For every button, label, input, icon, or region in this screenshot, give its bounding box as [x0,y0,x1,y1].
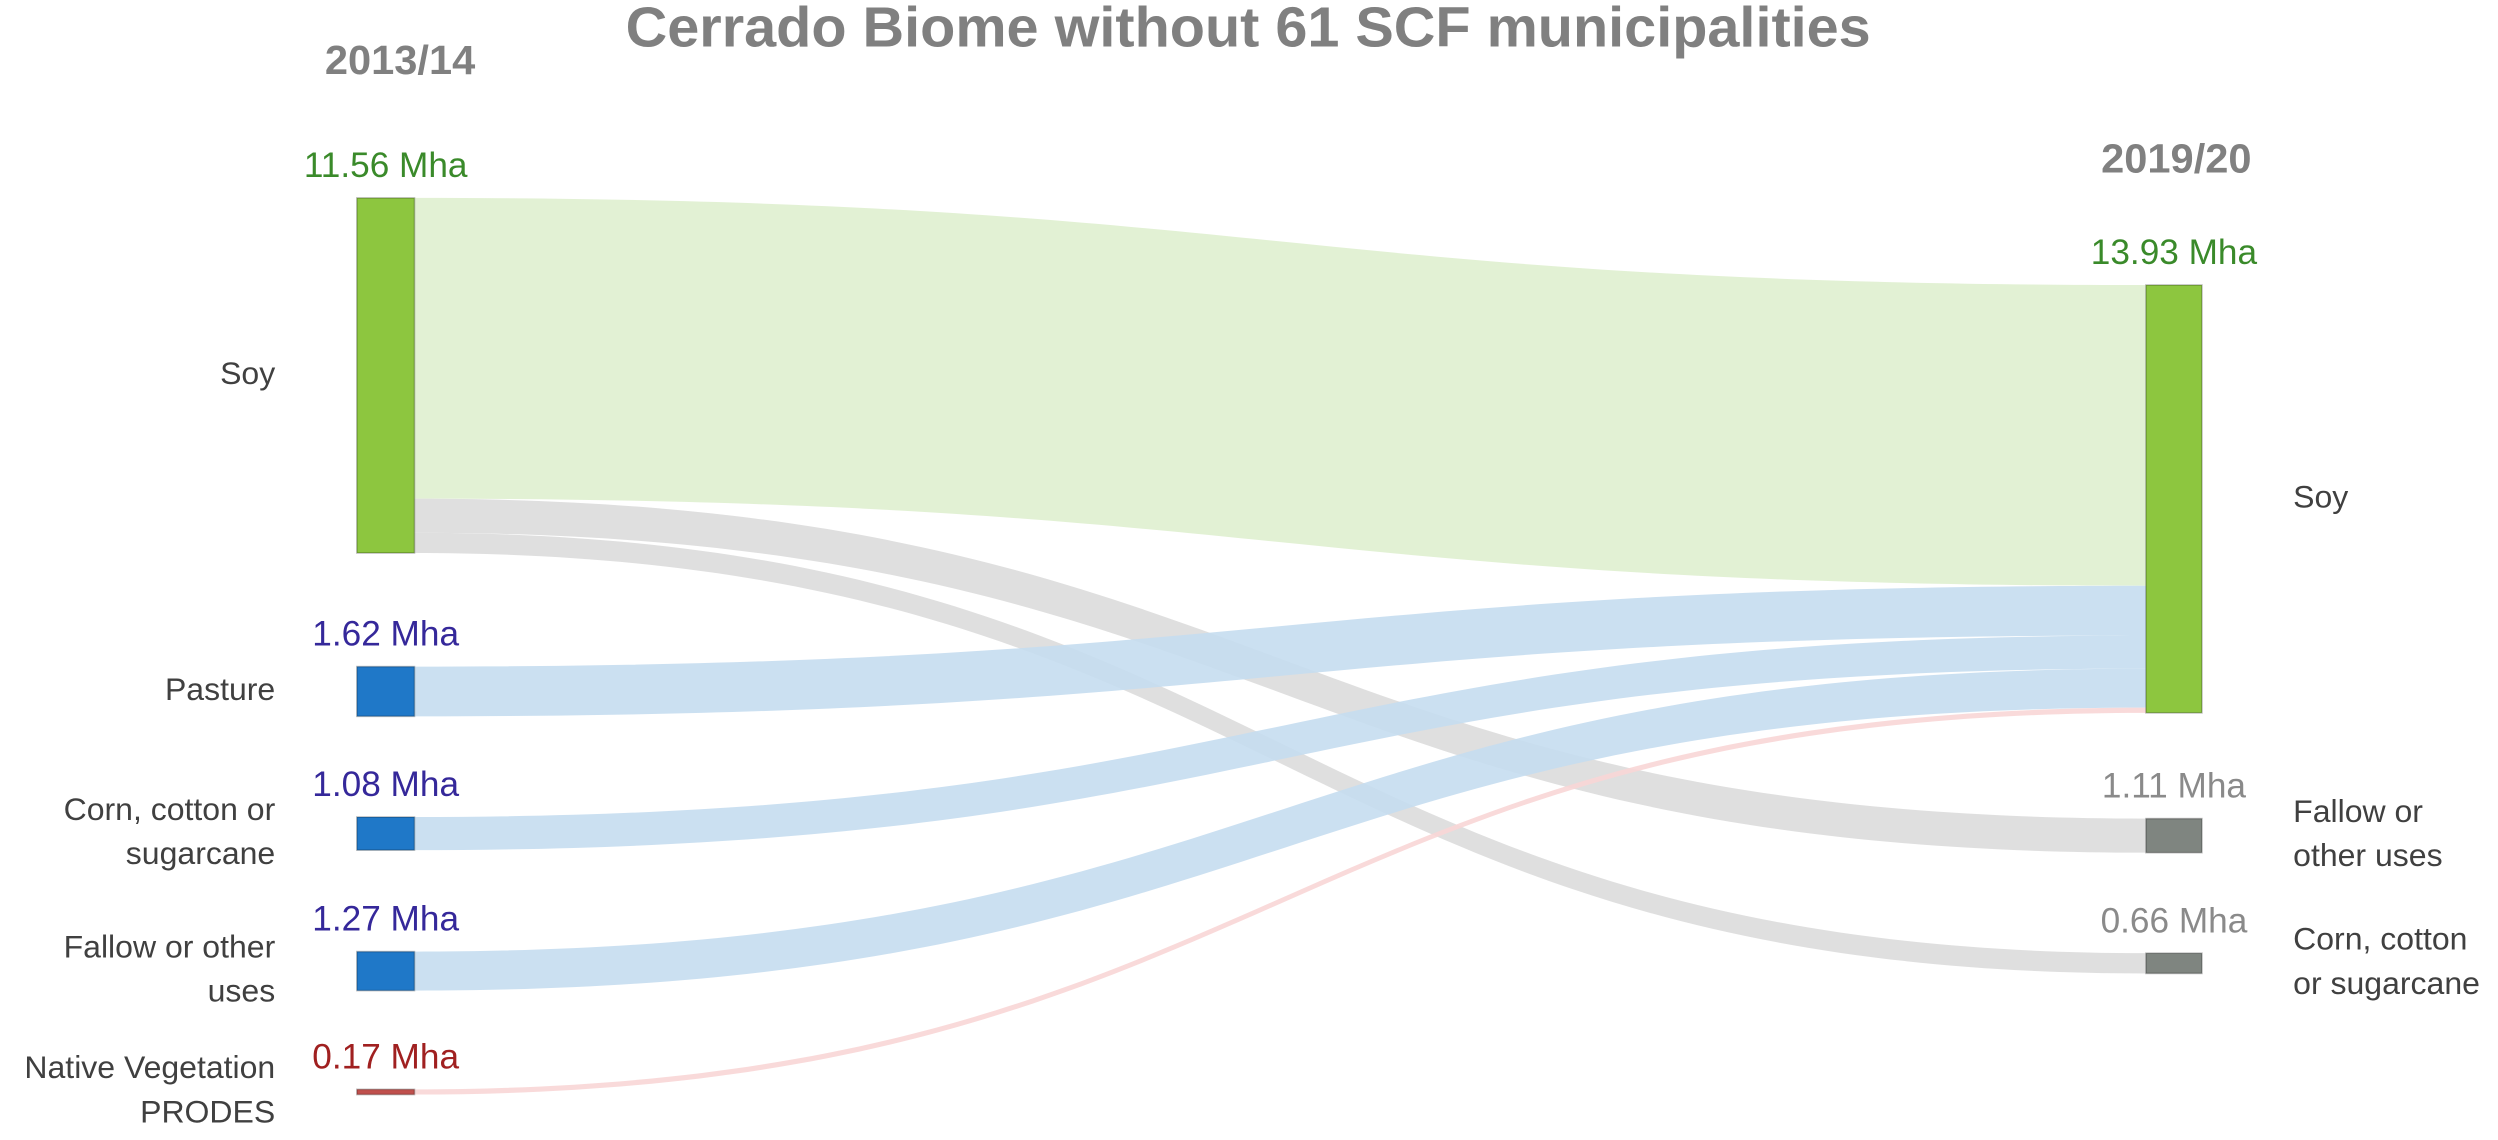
node [356,950,416,992]
node [356,816,416,851]
flows [414,197,2146,1095]
chart-title: Cerrado Biome without 61 SCF municipalit… [626,0,1871,60]
value-label: 11.56 Mha [304,146,468,185]
node [2145,952,2203,975]
node-label: Soy [220,355,275,391]
node-label: or sugarcane [2293,965,2480,1001]
node-label: Corn, cotton or [64,791,276,827]
value-label: 0.66 Mha [2101,901,2248,940]
value-label: 1.11 Mha [2102,767,2247,806]
value-label: 1.08 Mha [312,765,459,804]
node-label: PRODES [140,1094,275,1130]
column-title: 2013/14 [325,37,475,83]
node-label: Soy [2293,478,2348,514]
nodes: 11.56 Mha Soy 1.62 Mha Pasture 1.08 Mha Corn,… [24,146,2480,1129]
node-label: Corn, cotton [2293,921,2467,957]
node-label: Fallow or other [64,928,276,964]
node [356,197,416,554]
node [356,665,416,718]
node-label: uses [208,973,276,1009]
node-label: Native Vegetation [24,1049,275,1085]
node-label: sugarcane [126,835,275,871]
value-label: 1.62 Mha [312,615,459,654]
column-title: 2019/20 [2101,136,2251,182]
node-label: Pasture [165,671,275,707]
node-label: other uses [2293,837,2442,873]
flow [414,668,2146,991]
value-label: 0.17 Mha [312,1038,459,1077]
node-label: Fallow or [2293,793,2423,829]
flow [414,197,2146,586]
value-label: 1.27 Mha [312,900,459,939]
flow [414,635,2146,851]
flow [414,707,2146,1095]
node [2145,817,2203,854]
value-label: 13.93 Mha [2091,233,2258,272]
node [2145,284,2203,714]
flow [414,585,2146,717]
node [356,1088,416,1096]
